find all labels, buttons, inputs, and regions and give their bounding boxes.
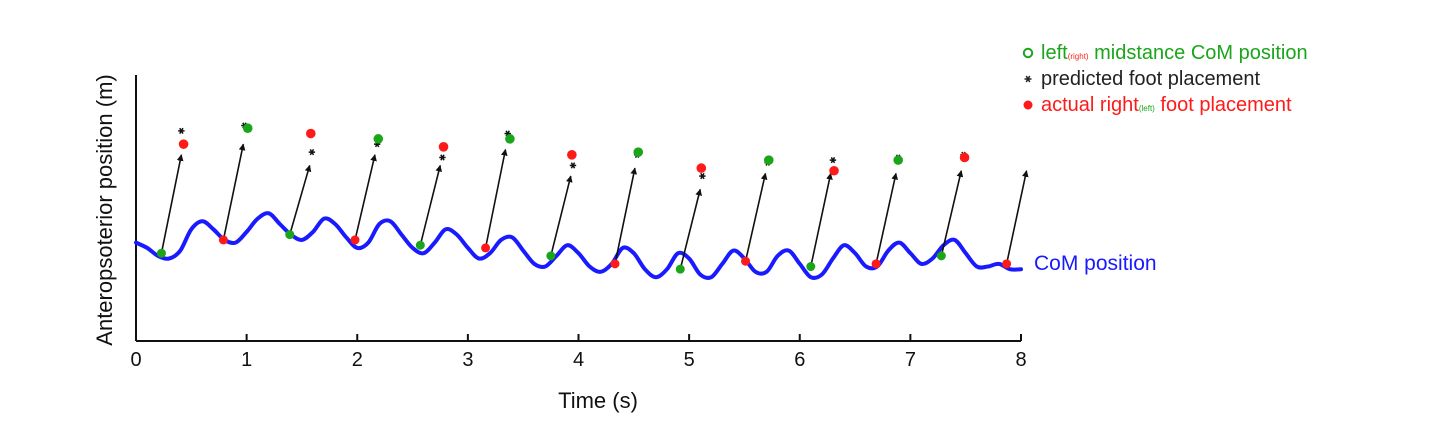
legend-item: predicted foot placement	[1024, 68, 1260, 90]
predicted-foot-marker	[308, 148, 316, 156]
midstance-com-marker	[285, 230, 295, 240]
x-axis-label: Time (s)	[558, 388, 638, 413]
step-arrow	[614, 167, 637, 265]
x-tick-label: 1	[241, 349, 252, 371]
step-arrow	[1005, 170, 1029, 265]
legend-text-main: left	[1041, 42, 1068, 64]
actual-foot-marker	[438, 142, 449, 152]
legend-text-subscript: (right)	[1068, 52, 1089, 61]
midstance-com-marker	[1002, 259, 1012, 269]
predicted-foot-marker	[699, 172, 706, 180]
x-tick-label: 8	[1015, 349, 1026, 371]
x-axis-ticks	[135, 334, 1022, 341]
actual-foot-marker	[633, 147, 644, 157]
actual-foot-marker	[505, 134, 515, 144]
x-tick-label: 5	[684, 349, 695, 371]
step-arrow	[419, 164, 443, 246]
com-position-label: CoM position	[1034, 252, 1157, 275]
legend-item: actual right(left) foot placement	[1023, 94, 1292, 116]
x-tick-label: 0	[130, 349, 141, 371]
midstance-com-marker	[675, 264, 685, 274]
step-arrow	[679, 188, 702, 270]
actual-foot-marker	[893, 155, 904, 165]
midstance-com-marker	[546, 251, 556, 261]
x-tick-label: 7	[905, 349, 916, 371]
legend-text-rest: midstance CoM position	[1089, 42, 1308, 64]
step-arrow	[875, 172, 898, 265]
step-arrow	[744, 172, 768, 262]
midstance-com-marker	[218, 235, 228, 245]
midstance-com-marker	[871, 259, 881, 269]
actual-foot-marker	[959, 152, 970, 163]
legend-label: actual right(left) foot placement	[1041, 94, 1292, 116]
actual-foot-marker	[178, 139, 189, 149]
com-position-line	[134, 211, 1023, 280]
predicted-foot-marker	[829, 156, 837, 164]
x-axis-tick-labels: 0 1 2 3 4 5 6 7 8	[130, 349, 1026, 371]
x-tick-label: 4	[573, 349, 584, 371]
y-axis-label: Anteropsoterior position (m)	[92, 74, 117, 345]
legend-label: left(right) midstance CoM position	[1041, 42, 1308, 64]
step-arrow	[354, 154, 377, 241]
midstance-com-marker	[415, 240, 425, 250]
predicted-foot-marker	[569, 162, 577, 169]
x-tick-label: 2	[352, 349, 363, 371]
legend-asterisk-icon	[1024, 75, 1032, 83]
midstance-com-marker	[481, 243, 491, 253]
step-arrow	[550, 175, 573, 257]
step-markers	[156, 122, 1012, 274]
legend-item: left(right) midstance CoM position	[1022, 42, 1308, 64]
legend: left(right) midstance CoM position predic…	[1022, 42, 1308, 116]
x-tick-label: 3	[462, 349, 473, 371]
step-arrow	[940, 170, 964, 257]
legend-text-main: actual right	[1041, 94, 1139, 116]
step-arrow	[810, 172, 833, 267]
midstance-com-marker	[936, 251, 946, 261]
midstance-com-marker	[741, 256, 751, 266]
legend-label: predicted foot placement	[1041, 68, 1260, 90]
legend-text-main: predicted foot placement	[1041, 68, 1260, 90]
actual-foot-marker	[763, 155, 774, 165]
midstance-com-marker	[156, 248, 166, 258]
step-arrow	[222, 143, 246, 241]
legend-filled-circle-icon	[1023, 100, 1033, 110]
step-arrow	[288, 164, 312, 235]
step-arrows	[160, 143, 1029, 270]
actual-foot-marker	[373, 134, 384, 144]
predicted-foot-marker	[439, 154, 446, 161]
midstance-com-marker	[610, 259, 620, 269]
legend-open-circle-icon	[1022, 47, 1034, 59]
predicted-foot-marker	[178, 127, 185, 135]
step-arrow	[160, 154, 184, 254]
actual-foot-marker	[305, 128, 316, 139]
actual-foot-marker	[696, 163, 707, 173]
x-tick-label: 6	[794, 349, 805, 371]
midstance-com-marker	[350, 235, 360, 245]
actual-foot-marker	[829, 165, 839, 176]
actual-foot-marker	[567, 150, 577, 160]
legend-text-subscript: (left)	[1139, 104, 1155, 113]
midstance-com-marker	[806, 262, 816, 272]
legend-text-rest: foot placement	[1155, 94, 1292, 116]
step-arrow	[484, 148, 508, 249]
actual-foot-marker	[242, 123, 253, 133]
